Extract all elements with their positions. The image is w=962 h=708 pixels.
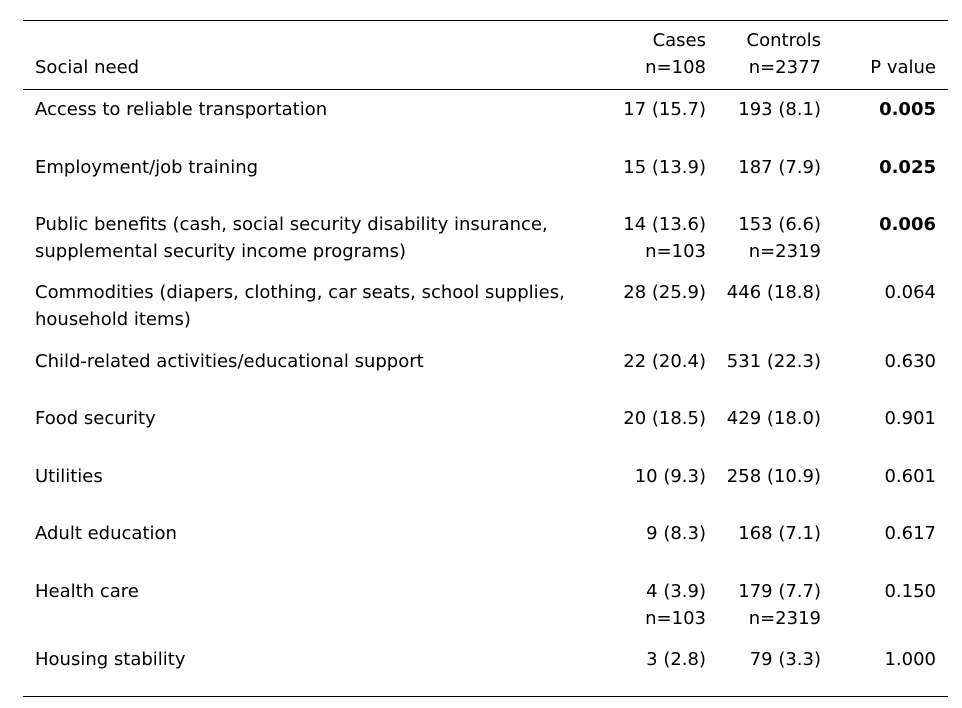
row-p-value: 0.025 bbox=[879, 157, 936, 178]
row-p-value: 0.006 bbox=[879, 214, 936, 235]
row-controls-line: 153 (6.6) bbox=[738, 214, 821, 235]
row-cases-line: 10 (9.3) bbox=[634, 466, 706, 487]
row-cases: 20 (18.5) bbox=[623, 405, 706, 432]
row-p-value: 0.601 bbox=[884, 466, 936, 487]
row-cases: 10 (9.3) bbox=[635, 463, 706, 490]
row-cases-line: n=103 bbox=[645, 241, 706, 262]
row-p-value: 1.000 bbox=[884, 649, 936, 670]
row-cases: 15 (13.9) bbox=[623, 154, 706, 181]
row-p-value: 0.005 bbox=[879, 99, 936, 120]
row-controls: 193 (8.1) bbox=[738, 96, 821, 123]
row-cases: 4 (3.9) n=103 bbox=[645, 578, 706, 632]
header-controls: Controls n=2377 bbox=[747, 27, 821, 81]
row-controls-line: 193 (8.1) bbox=[738, 99, 821, 120]
row-controls: 429 (18.0) bbox=[727, 405, 821, 432]
row-social-need-line: Utilities bbox=[35, 466, 103, 487]
table-bottom-rule bbox=[23, 696, 948, 697]
row-controls-line: 531 (22.3) bbox=[726, 351, 821, 372]
row-social-need-line: Commodities (diapers, clothing, car seat… bbox=[35, 282, 565, 303]
row-cases: 28 (25.9) bbox=[623, 279, 706, 306]
row-cases: 22 (20.4) bbox=[623, 348, 706, 375]
row-cases: 9 (8.3) bbox=[646, 520, 706, 547]
row-social-need-line: household items) bbox=[35, 309, 191, 330]
row-social-need-line: Child-related activities/educational sup… bbox=[35, 351, 424, 372]
header-controls-n: n=2377 bbox=[748, 57, 821, 78]
row-social-need-line: Access to reliable transportation bbox=[35, 99, 328, 120]
row-social-need: Health care bbox=[35, 578, 139, 605]
row-cases: 14 (13.6) n=103 bbox=[623, 211, 706, 265]
row-p-value: 0.901 bbox=[884, 408, 936, 429]
table-top-rule bbox=[23, 20, 948, 21]
table-header-rule bbox=[23, 89, 948, 90]
row-social-need-line: Public benefits (cash, social security d… bbox=[35, 214, 548, 235]
row-social-need-line: supplemental security income programs) bbox=[35, 241, 407, 262]
row-controls: 153 (6.6) n=2319 bbox=[738, 211, 821, 265]
row-controls: 179 (7.7) n=2319 bbox=[738, 578, 821, 632]
header-cases-n: n=108 bbox=[645, 57, 706, 78]
row-controls: 446 (18.8) bbox=[727, 279, 821, 306]
row-controls-line: 258 (10.9) bbox=[726, 466, 821, 487]
row-cases-line: 17 (15.7) bbox=[623, 99, 706, 120]
row-cases-line: 22 (20.4) bbox=[623, 351, 706, 372]
row-social-need: Child-related activities/educational sup… bbox=[35, 348, 424, 375]
row-cases: 3 (2.8) bbox=[646, 646, 706, 673]
row-social-need: Utilities bbox=[35, 463, 103, 490]
row-cases-line: 28 (25.9) bbox=[623, 282, 706, 303]
row-social-need-line: Employment/job training bbox=[35, 157, 259, 178]
row-p-value: 0.150 bbox=[884, 581, 936, 602]
row-controls: 531 (22.3) bbox=[727, 348, 821, 375]
row-controls: 258 (10.9) bbox=[727, 463, 821, 490]
row-controls: 187 (7.9) bbox=[738, 154, 821, 181]
row-cases-line: 9 (8.3) bbox=[646, 523, 706, 544]
row-social-need: Adult education bbox=[35, 520, 177, 547]
row-social-need: Food security bbox=[35, 405, 156, 432]
row-cases: 17 (15.7) bbox=[623, 96, 706, 123]
row-p-value: 0.617 bbox=[884, 523, 936, 544]
row-cases-line: 3 (2.8) bbox=[646, 649, 706, 670]
row-controls-line: 79 (3.3) bbox=[749, 649, 821, 670]
row-controls-line: 446 (18.8) bbox=[726, 282, 821, 303]
row-social-need: Housing stability bbox=[35, 646, 186, 673]
row-controls: 168 (7.1) bbox=[738, 520, 821, 547]
row-controls-line: n=2319 bbox=[748, 241, 821, 262]
row-social-need: Employment/job training bbox=[35, 154, 258, 181]
row-cases-line: 20 (18.5) bbox=[623, 408, 706, 429]
header-social-need: Social need bbox=[35, 57, 140, 78]
row-controls-line: 187 (7.9) bbox=[738, 157, 821, 178]
row-p-value: 0.630 bbox=[884, 351, 936, 372]
row-social-need: Access to reliable transportation bbox=[35, 96, 327, 123]
row-social-need-line: Adult education bbox=[35, 523, 177, 544]
row-cases-line: n=103 bbox=[645, 608, 706, 629]
row-social-need-line: Housing stability bbox=[35, 649, 186, 670]
row-cases-line: 4 (3.9) bbox=[646, 581, 706, 602]
row-p-value: 0.064 bbox=[884, 282, 936, 303]
row-cases-line: 15 (13.9) bbox=[623, 157, 706, 178]
row-social-need-line: Food security bbox=[35, 408, 156, 429]
header-controls-label: Controls bbox=[746, 30, 821, 51]
header-cases-label: Cases bbox=[652, 30, 706, 51]
row-controls-line: 179 (7.7) bbox=[738, 581, 821, 602]
row-social-need: Commodities (diapers, clothing, car seat… bbox=[35, 279, 565, 333]
row-controls-line: 168 (7.1) bbox=[738, 523, 821, 544]
row-cases-line: 14 (13.6) bbox=[623, 214, 706, 235]
row-controls-line: n=2319 bbox=[748, 608, 821, 629]
row-social-need-line: Health care bbox=[35, 581, 139, 602]
row-controls: 79 (3.3) bbox=[750, 646, 821, 673]
row-social-need: Public benefits (cash, social security d… bbox=[35, 211, 548, 265]
row-controls-line: 429 (18.0) bbox=[726, 408, 821, 429]
header-p-value: P value bbox=[870, 57, 936, 78]
header-cases: Cases n=108 bbox=[645, 27, 706, 81]
